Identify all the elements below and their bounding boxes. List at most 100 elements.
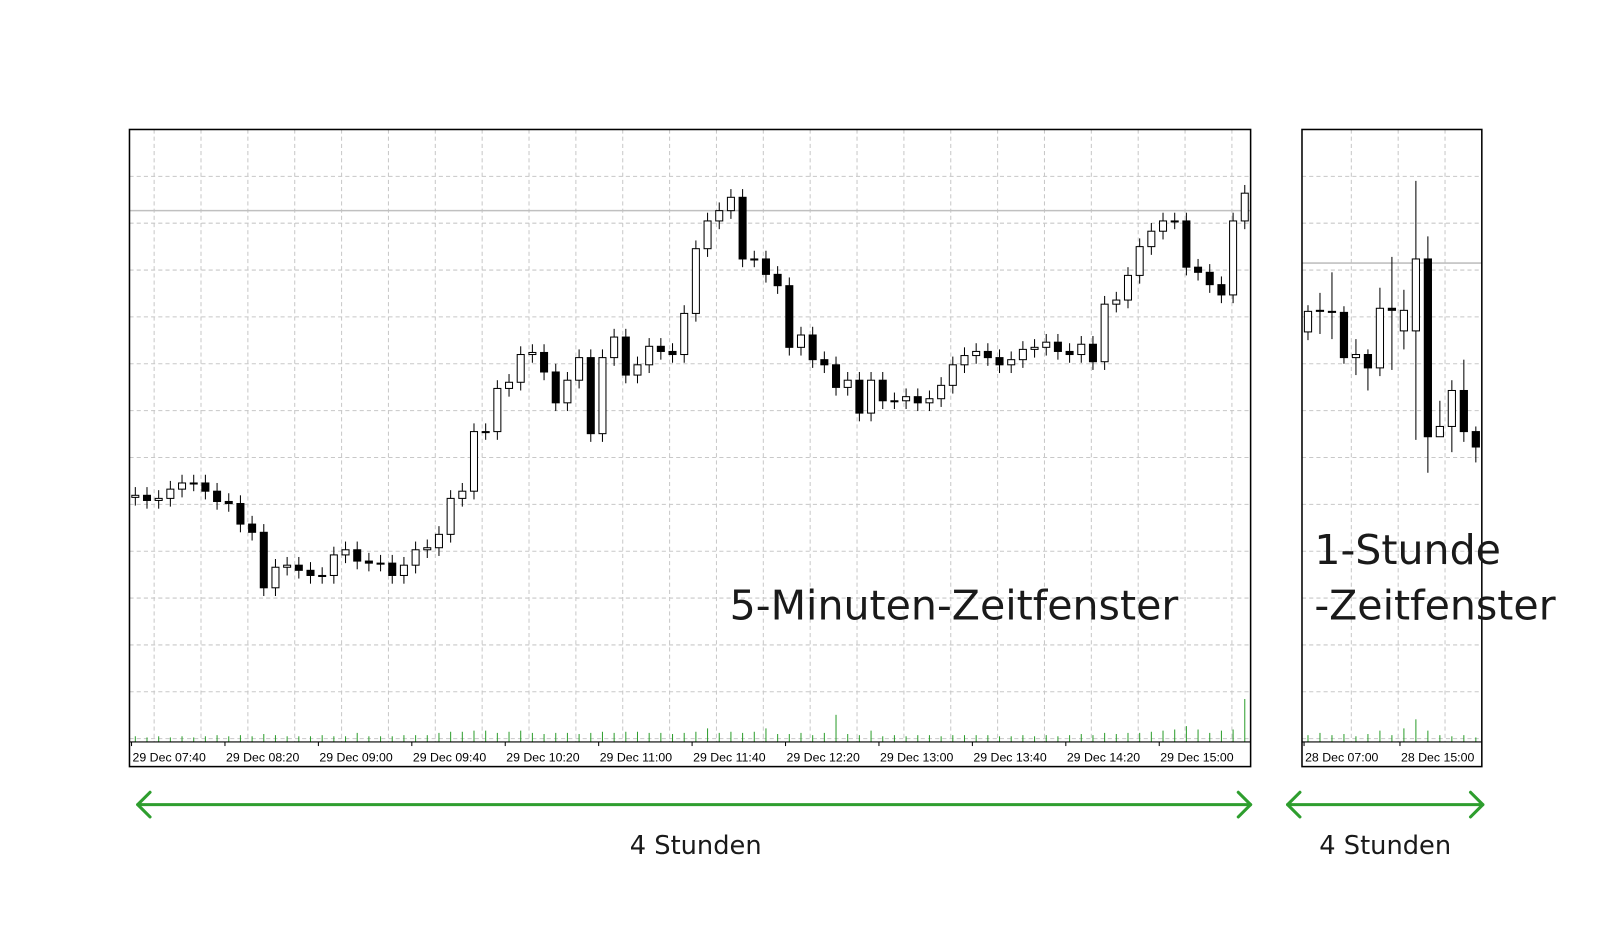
candle-body [843,379,852,388]
candle-body [1351,354,1361,359]
candle-body [1339,311,1349,359]
candle-body [761,258,770,275]
candle-body [516,354,525,383]
candle-body [750,258,759,261]
candle-body [1170,220,1179,223]
candle-body [1315,309,1325,312]
candle-body [913,396,922,404]
candle-body [364,560,373,564]
candle-body [820,359,829,366]
candle-body [1112,299,1121,305]
arrow-1h [1286,790,1485,819]
candle-body [1194,266,1203,273]
candle-body [867,379,876,414]
span-label: 4 Stunden [1319,831,1451,861]
candle-body [1229,220,1238,296]
candle-body [1007,359,1016,366]
x-tick-label: 29 Dec 14:20 [1067,750,1140,764]
candle-body [890,400,899,403]
x-tick-label: 29 Dec 09:00 [319,750,392,764]
candle-body [855,379,864,414]
x-tick-label: 29 Dec 08:20 [226,750,299,764]
candle-body [166,488,175,499]
candle-body [1159,220,1168,232]
candle-body [902,396,911,402]
candle-body [1053,341,1062,352]
candle-body [1303,310,1313,333]
candle-body [621,336,630,376]
candle-body [283,564,292,568]
candle-body [154,497,163,501]
candle-body [726,196,735,212]
x-tick-label: 29 Dec 07:40 [133,750,206,764]
candle-body [271,566,280,589]
x-tick-label: 29 Dec 12:20 [787,750,860,764]
plot-frame [128,128,1252,768]
x-tick-label: 29 Dec 11:00 [600,750,673,764]
candle-body [224,500,233,505]
candle-body [481,431,490,434]
candle-body [1100,303,1109,363]
candle-body [1240,192,1249,222]
candle-body [469,431,479,492]
candle-body [399,564,408,576]
candle-body [633,364,642,376]
candle-body [131,494,140,498]
candle-body [1182,220,1191,268]
candle-body [329,554,338,576]
candle-body [575,357,584,381]
candle-body [1459,389,1468,433]
candle-body [259,531,268,589]
candle-body [785,285,794,348]
candle-body [610,336,619,359]
candle-body [1387,307,1397,311]
candle-body [691,248,700,314]
candle-body [1123,274,1133,301]
candle-body [178,482,187,490]
candle-body [1435,425,1444,438]
x-tick-label: 29 Dec 13:40 [973,750,1046,764]
candle-body [960,355,969,366]
candle-body [656,345,665,352]
candle-body [1399,309,1409,332]
candle-body [703,220,712,250]
candle-body [446,497,455,535]
annotation: -Zeitfenster [1314,582,1555,630]
candle-body [1135,246,1144,276]
candle-body [1471,431,1480,448]
candle-body [189,482,198,485]
candle-body [376,562,385,565]
candle-body [1147,230,1156,248]
annotation: 5-Minuten-Zeitfenster [730,582,1179,630]
candle-body [551,371,560,404]
candle-body [434,533,443,549]
candle-body [1065,350,1074,356]
candle-body [937,384,946,400]
candle-body [808,334,817,361]
candle-body [948,364,957,386]
x-tick-label: 28 Dec 07:00 [1305,750,1378,764]
annotation: 1-Stunde [1314,526,1501,574]
candle-body [680,312,689,356]
candle-body [1411,258,1420,332]
candle-body [832,364,841,388]
candle-body [306,569,315,576]
candle-body [294,564,303,571]
candle-body [563,379,572,404]
candle-body [773,273,782,287]
candle-body [878,379,887,402]
x-tick-label: 29 Dec 13:00 [880,750,953,764]
candle-body [142,494,152,501]
candle-body [1018,348,1027,361]
candle-body [972,350,981,357]
candle-body [1217,284,1226,296]
candle-body [645,345,654,366]
candle-body [796,334,806,348]
candle-body [715,210,724,222]
candle-body [540,351,549,373]
x-tick-label: 29 Dec 09:40 [413,750,486,764]
candle-body [201,482,210,492]
candle-body [925,398,934,404]
candle-body [1363,354,1373,369]
